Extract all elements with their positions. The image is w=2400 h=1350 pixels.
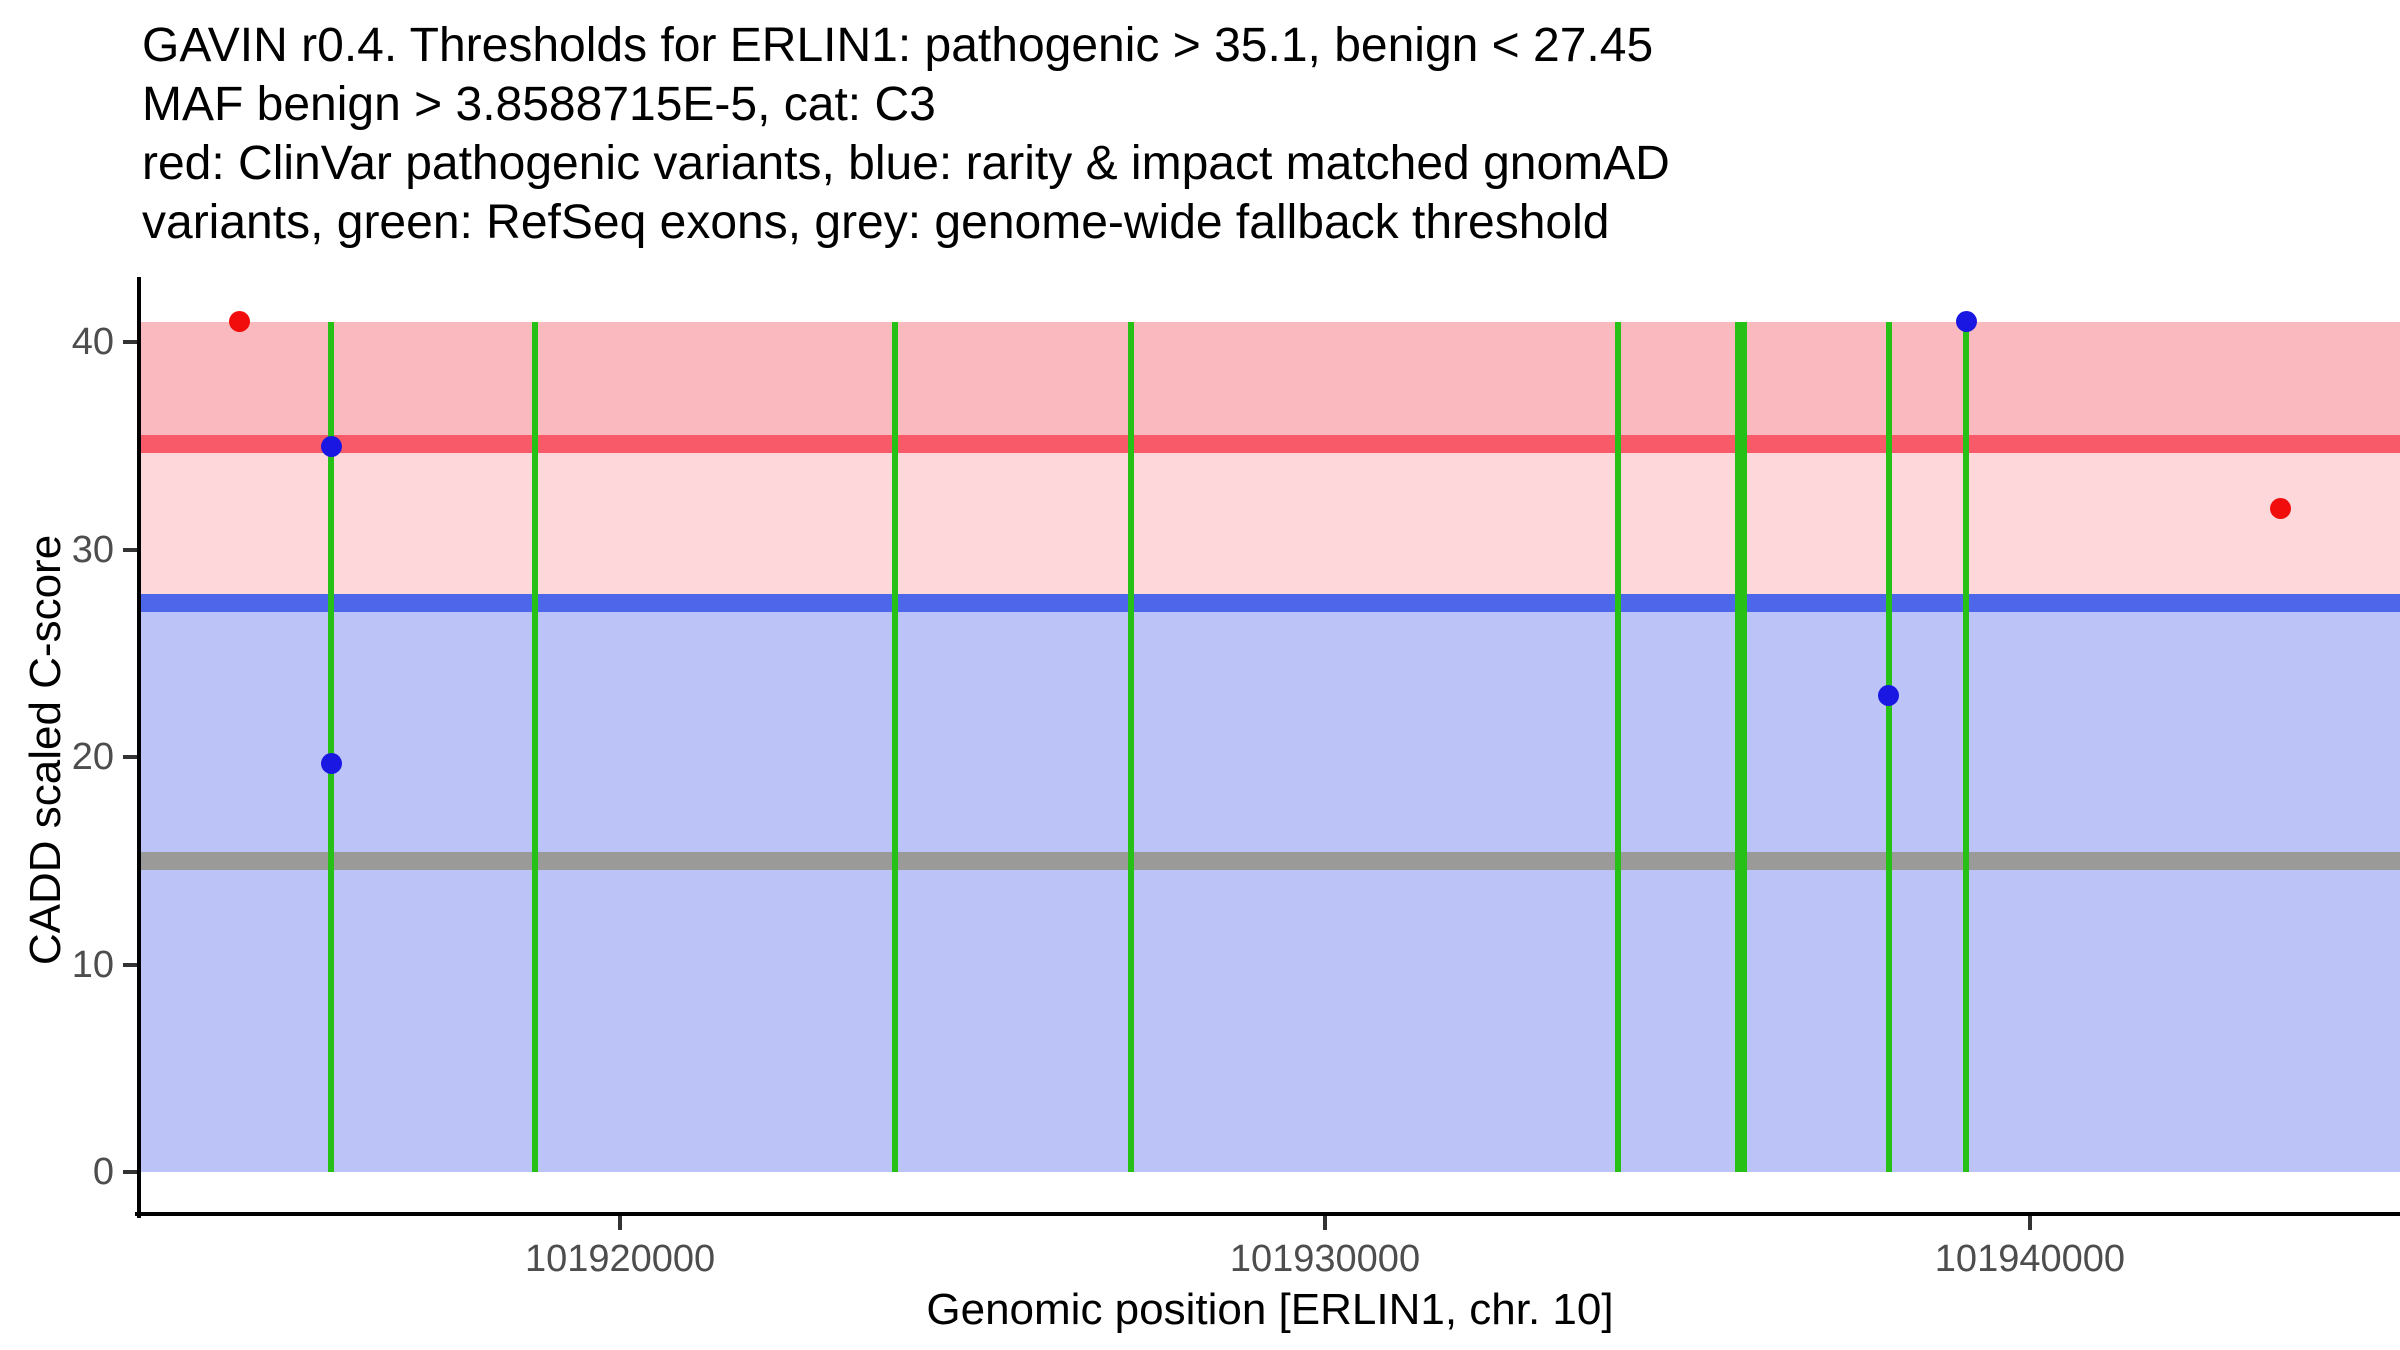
vous-region-band bbox=[140, 444, 2400, 603]
refseq-exon-line bbox=[1128, 321, 1135, 1173]
y-axis-tick-label: 0 bbox=[92, 1151, 114, 1194]
refseq-exon-line bbox=[891, 321, 898, 1173]
gnomad-matched-variant-dot bbox=[320, 435, 342, 457]
gnomad-matched-variant-dot bbox=[1878, 684, 1900, 706]
refseq-exon-line bbox=[1885, 321, 1892, 1173]
y-axis-tick-mark bbox=[123, 547, 137, 552]
y-axis-tick-label: 30 bbox=[71, 528, 114, 571]
x-axis-tick-label: 101940000 bbox=[1934, 1238, 2126, 1280]
plot-title-line-2: MAF benign > 3.8588715E-5, cat: C3 bbox=[142, 78, 936, 131]
y-axis-tick-label: 40 bbox=[71, 321, 114, 364]
y-axis-tick-mark bbox=[123, 962, 137, 967]
y-axis-tick-mark bbox=[123, 755, 137, 760]
y-axis-tick-mark bbox=[123, 1170, 137, 1175]
plot-title: GAVIN r0.4. Thresholds for ERLIN1: patho… bbox=[142, 16, 1670, 252]
x-axis-tick-mark bbox=[2027, 1216, 2032, 1230]
pathogenic-region-band bbox=[140, 321, 2400, 444]
y-axis-tick-label: 10 bbox=[71, 943, 114, 986]
clinvar-pathogenic-variant-dot bbox=[228, 311, 250, 333]
x-axis-tick-label: 101920000 bbox=[524, 1238, 716, 1280]
plot-panel bbox=[140, 279, 2400, 1214]
plot-title-line-3: red: ClinVar pathogenic variants, blue: … bbox=[142, 137, 1670, 190]
genome-wide-fallback-line bbox=[140, 852, 2400, 871]
y-axis-tick-mark bbox=[123, 340, 137, 345]
x-axis-tick-label: 101930000 bbox=[1229, 1238, 1421, 1280]
pathogenic-threshold-line bbox=[140, 435, 2400, 453]
gnomad-matched-variant-dot bbox=[320, 753, 342, 775]
x-axis-line bbox=[135, 1212, 2400, 1216]
benign-region-band bbox=[140, 602, 2400, 1173]
refseq-exon-line bbox=[1614, 321, 1621, 1173]
refseq-exon-line bbox=[1963, 321, 1970, 1173]
x-axis-tick-mark bbox=[1322, 1216, 1327, 1230]
plot-title-line-1: GAVIN r0.4. Thresholds for ERLIN1: patho… bbox=[142, 19, 1654, 72]
y-axis-tick-label: 20 bbox=[71, 736, 114, 779]
refseq-exon-line bbox=[532, 321, 539, 1173]
benign-threshold-line bbox=[140, 593, 2400, 612]
plot-title-line-4: variants, green: RefSeq exons, grey: gen… bbox=[142, 196, 1610, 249]
refseq-exon-line bbox=[1734, 321, 1747, 1173]
refseq-exon-line bbox=[328, 321, 335, 1173]
clinvar-pathogenic-variant-dot bbox=[2269, 497, 2291, 519]
x-axis-tick-mark bbox=[618, 1216, 623, 1230]
x-axis-title: Genomic position [ERLIN1, chr. 10] bbox=[926, 1285, 1614, 1334]
gnomad-matched-variant-dot bbox=[1955, 311, 1977, 333]
y-axis-line bbox=[137, 277, 141, 1218]
